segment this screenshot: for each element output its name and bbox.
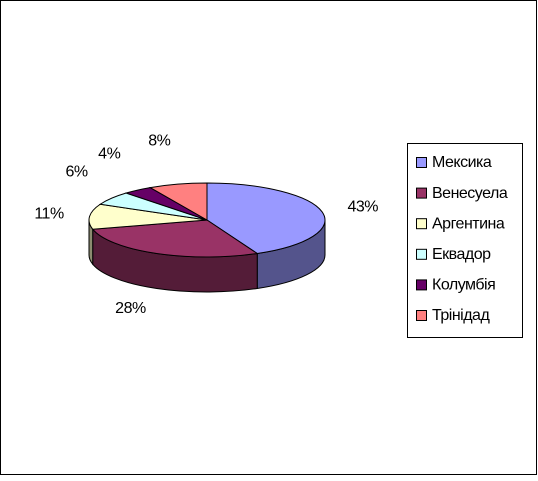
legend-swatch — [416, 279, 427, 291]
legend: Мексика Венесуела Аргентина Еквадор Колумбія… — [416, 154, 508, 324]
legend-swatch — [416, 157, 427, 168]
legend-swatch — [416, 187, 427, 199]
legend-label: Мексика — [432, 154, 492, 171]
data-label: 43% — [347, 198, 378, 215]
pie: 43% 28% 11% 6% 4% 8% — [34, 132, 378, 316]
legend-label: Венесуела — [432, 185, 508, 202]
data-label: 11% — [34, 206, 64, 223]
slice — [88, 203, 208, 230]
data-label: 28% — [115, 300, 146, 317]
slice — [91, 219, 259, 258]
data-label: 6% — [66, 163, 88, 180]
slice — [206, 182, 326, 255]
data-label: 8% — [148, 132, 170, 149]
slice — [148, 182, 208, 221]
data-label: 4% — [98, 145, 120, 162]
legend-box — [407, 143, 523, 338]
legend-swatch — [416, 218, 427, 230]
legend-label: Аргентина — [432, 215, 505, 232]
legend-swatch — [416, 310, 427, 321]
legend-label: Трінідад — [432, 307, 490, 324]
legend-label: Еквадор — [432, 246, 491, 263]
legend-label: Колумбія — [432, 277, 495, 294]
legend-swatch — [416, 248, 427, 260]
